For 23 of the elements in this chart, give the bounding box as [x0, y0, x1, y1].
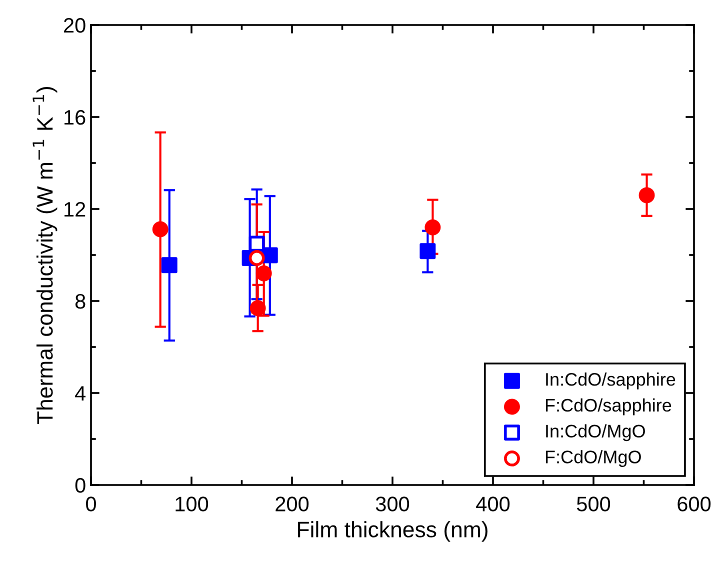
y-tick-label: 8: [75, 294, 86, 309]
y-tick-label: 16: [64, 110, 86, 125]
x-tick-label: 600: [678, 496, 711, 512]
point: [161, 257, 178, 274]
point: [420, 243, 436, 260]
x-tick-label: 200: [276, 496, 309, 512]
x-tick-label: 300: [376, 496, 410, 512]
y-tick-label: 4: [75, 386, 86, 401]
y-tick-label: 12: [64, 202, 86, 217]
legend-label: In:CdO/sapphire: [546, 372, 676, 390]
legend-label: F:CdO/MgO: [546, 450, 641, 467]
legend-label: F:CdO/sapphire: [546, 398, 672, 416]
x-tick-label: 400: [476, 496, 510, 512]
legend-label: In:CdO/MgO: [546, 424, 645, 442]
y-tick-label: 20: [64, 18, 86, 33]
y-tick-label: 0: [75, 478, 86, 493]
y-axis-title: Thermal conductivity (W m$^{−1}$ K$^{−1}$): [32, 87, 58, 424]
x-tick-label: 500: [576, 496, 610, 512]
point: [248, 236, 265, 252]
x-axis-title: Film thickness (nm): [298, 521, 488, 542]
x-tick-label: 0: [86, 496, 96, 512]
point: [248, 250, 265, 266]
x-tick-label: 100: [176, 496, 208, 512]
